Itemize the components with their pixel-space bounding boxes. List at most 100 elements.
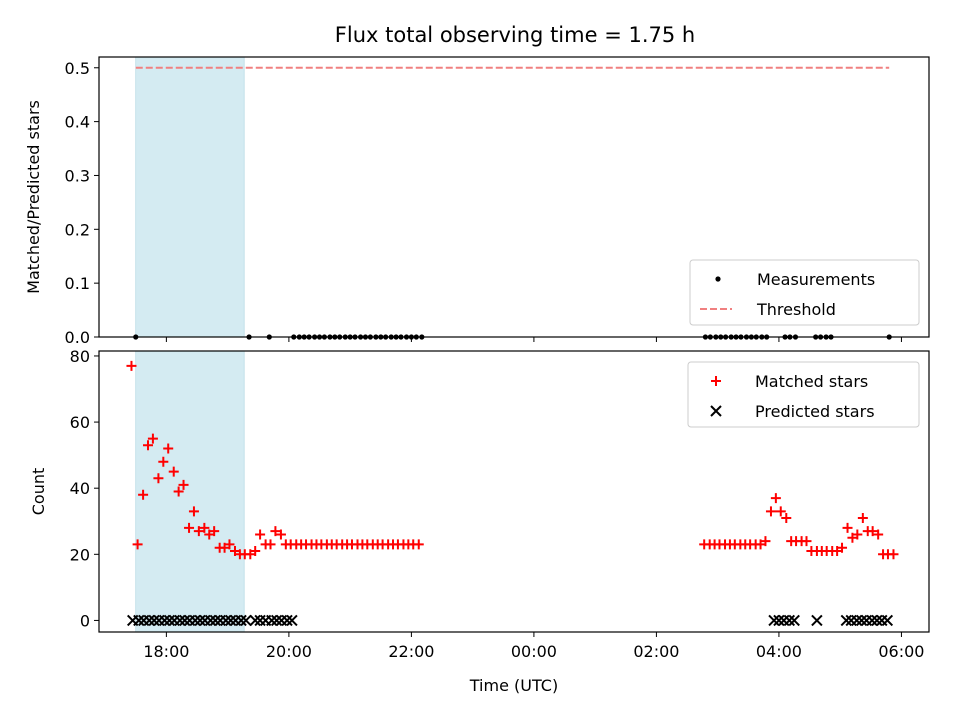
predicted-star-point	[840, 614, 853, 627]
matched-star-point	[270, 526, 281, 537]
predicted-star-point	[851, 614, 863, 627]
predicted-star-point	[158, 614, 171, 627]
bottom-x-ticks: 18:00 20:00 22:00 00:00 02:00 04:00 06:00	[143, 632, 924, 661]
matched-star-point	[857, 512, 868, 523]
x-tick-label: 22:00	[388, 642, 434, 661]
predicted-star-point	[163, 614, 176, 627]
matched-stars-points	[126, 360, 899, 560]
matched-star-point	[765, 506, 776, 517]
legend-entry-label: Matched stars	[755, 372, 868, 391]
y-tick-label: 80	[70, 347, 90, 366]
matched-star-point	[250, 546, 261, 557]
predicted-star-point	[143, 614, 155, 627]
matched-star-point	[888, 549, 899, 560]
matched-star-point	[173, 486, 184, 497]
y-tick-label: 0	[80, 611, 90, 630]
matched-star-point	[138, 489, 149, 500]
legend-matched-marker	[711, 376, 721, 386]
matched-star-point	[413, 539, 424, 550]
top-legend: Measurements Threshold	[689, 259, 920, 326]
matched-star-point	[770, 493, 781, 504]
bottom-y-axis-label: Count	[29, 468, 48, 516]
predicted-star-point	[773, 614, 785, 627]
y-tick-label: 0.2	[65, 220, 90, 239]
matched-star-point	[158, 456, 169, 467]
predicted-star-point	[240, 614, 252, 627]
x-tick-label: 02:00	[633, 642, 679, 661]
y-tick-label: 0.1	[65, 274, 90, 293]
x-tick-label: 06:00	[878, 642, 924, 661]
bottom-panel-frame	[98, 350, 930, 633]
matched-star-point	[801, 536, 812, 547]
y-tick-label: 20	[70, 545, 90, 564]
legend-box	[689, 259, 920, 326]
matched-star-point	[775, 506, 786, 517]
count-panel: 0 20 40 60 80 18:00 20:00 22:00 00:00 02:00 04:00…	[29, 347, 930, 695]
x-tick-label: 04:00	[756, 642, 802, 661]
predicted-star-point	[788, 614, 800, 627]
matched-star-point	[265, 539, 276, 550]
top-y-ticks: 0.0 0.1 0.2 0.3 0.4 0.5	[65, 59, 99, 347]
legend-entry-label: Threshold	[756, 300, 836, 319]
predicted-star-point	[855, 614, 868, 627]
predicted-star-point	[286, 614, 298, 627]
matched-star-point	[852, 529, 863, 540]
matched-star-point	[209, 526, 220, 537]
predicted-star-point	[811, 614, 823, 627]
shaded-interval-top	[135, 56, 245, 338]
predicted-stars-points	[126, 614, 894, 627]
predicted-star-point	[783, 614, 796, 627]
predicted-star-point	[270, 614, 283, 627]
matched-star-point	[168, 466, 179, 477]
matched-star-point	[147, 433, 158, 444]
y-tick-label: 0.4	[65, 113, 90, 132]
predicted-star-point	[881, 614, 894, 627]
predicted-star-point	[204, 614, 217, 627]
x-tick-label: 18:00	[143, 642, 189, 661]
x-axis-label: Time (UTC)	[469, 676, 558, 695]
predicted-star-point	[220, 614, 232, 627]
matched-star-point	[760, 536, 771, 547]
y-tick-label: 40	[70, 479, 90, 498]
matched-star-point	[178, 479, 189, 490]
bottom-y-ticks: 0 20 40 60 80	[70, 347, 99, 630]
y-tick-label: 0.0	[65, 328, 90, 347]
top-y-axis-label: Matched/Predicted stars	[24, 100, 43, 294]
predicted-star-point	[189, 614, 201, 627]
matched-star-point	[781, 512, 792, 523]
matched-star-point	[867, 526, 878, 537]
predicted-star-point	[768, 614, 780, 627]
shaded-interval-bottom	[135, 350, 245, 633]
predicted-star-point	[249, 614, 261, 627]
legend-measurements-marker	[715, 276, 721, 282]
matched-star-point	[873, 529, 884, 540]
matched-star-point	[837, 542, 848, 553]
matched-star-point	[184, 522, 195, 533]
matched-star-point	[188, 506, 199, 517]
predicted-star-point	[871, 614, 883, 627]
matched-star-point	[255, 529, 266, 540]
matched-star-point	[199, 522, 210, 533]
matched-star-point	[132, 539, 143, 550]
y-tick-label: 0.3	[65, 166, 90, 185]
legend-entry-label: Measurements	[757, 270, 875, 289]
y-tick-label: 60	[70, 413, 90, 432]
top-panel-frame	[98, 56, 930, 338]
chart-title: Flux total observing time = 1.75 h	[335, 23, 695, 47]
matched-star-point	[275, 529, 286, 540]
predicted-star-point	[179, 614, 191, 627]
bottom-legend: Matched stars Predicted stars	[687, 361, 920, 428]
predicted-star-point	[194, 614, 206, 627]
x-tick-label: 00:00	[511, 642, 557, 661]
predicted-star-point	[866, 614, 878, 627]
predicted-star-point	[133, 614, 145, 627]
matched-star-point	[143, 440, 154, 451]
predicted-star-point	[174, 614, 186, 627]
predicted-star-point	[224, 614, 237, 627]
matched-star-point	[163, 443, 174, 454]
predicted-star-point	[266, 614, 278, 627]
matched-star-point	[153, 473, 164, 484]
y-tick-label: 0.5	[65, 59, 90, 78]
predicted-star-point	[209, 614, 222, 627]
